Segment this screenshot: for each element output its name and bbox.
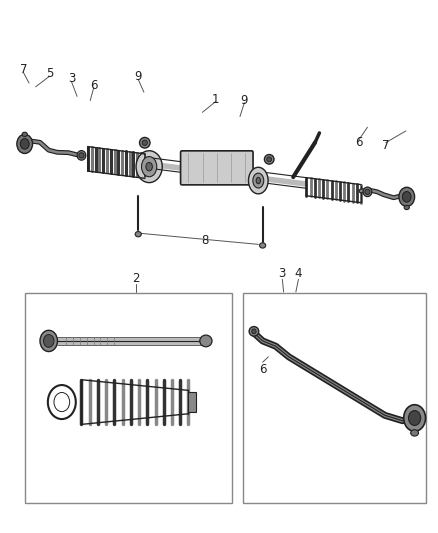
Text: 5: 5 [46, 67, 53, 80]
Text: 3: 3 [68, 72, 75, 85]
Text: 8: 8 [201, 233, 208, 247]
Bar [25, 293, 232, 503]
Ellipse shape [252, 329, 256, 334]
Ellipse shape [79, 153, 84, 158]
Text: 7: 7 [20, 63, 27, 76]
Ellipse shape [77, 151, 86, 160]
Text: 7: 7 [382, 139, 389, 152]
Ellipse shape [265, 155, 274, 164]
Text: 2: 2 [132, 272, 140, 285]
Ellipse shape [256, 177, 261, 184]
Text: 6: 6 [259, 362, 266, 376]
Ellipse shape [142, 140, 148, 146]
Text: 4: 4 [295, 268, 302, 280]
Text: 6: 6 [90, 79, 97, 92]
Text: 1: 1 [212, 93, 219, 106]
FancyBboxPatch shape [180, 151, 253, 185]
Bar [188, 392, 196, 411]
Ellipse shape [135, 231, 141, 237]
Bar [243, 293, 426, 503]
Ellipse shape [411, 430, 419, 436]
Ellipse shape [136, 151, 162, 183]
Circle shape [43, 335, 54, 348]
Circle shape [40, 330, 57, 352]
Circle shape [409, 410, 421, 425]
Ellipse shape [200, 335, 212, 347]
Circle shape [399, 187, 415, 206]
Text: 9: 9 [240, 94, 248, 107]
Ellipse shape [260, 243, 266, 248]
Circle shape [20, 139, 29, 149]
Ellipse shape [249, 327, 259, 336]
Ellipse shape [404, 205, 410, 209]
Text: 6: 6 [355, 136, 363, 149]
Text: 3: 3 [279, 268, 286, 280]
Ellipse shape [141, 157, 157, 177]
Text: 9: 9 [134, 70, 142, 83]
Ellipse shape [267, 157, 272, 161]
Ellipse shape [248, 167, 268, 194]
Ellipse shape [22, 132, 27, 136]
Ellipse shape [140, 138, 150, 148]
Circle shape [403, 191, 411, 202]
Ellipse shape [253, 173, 264, 188]
Circle shape [404, 405, 426, 431]
Ellipse shape [365, 189, 370, 195]
Circle shape [17, 134, 32, 154]
Ellipse shape [146, 163, 152, 171]
Ellipse shape [363, 187, 372, 197]
